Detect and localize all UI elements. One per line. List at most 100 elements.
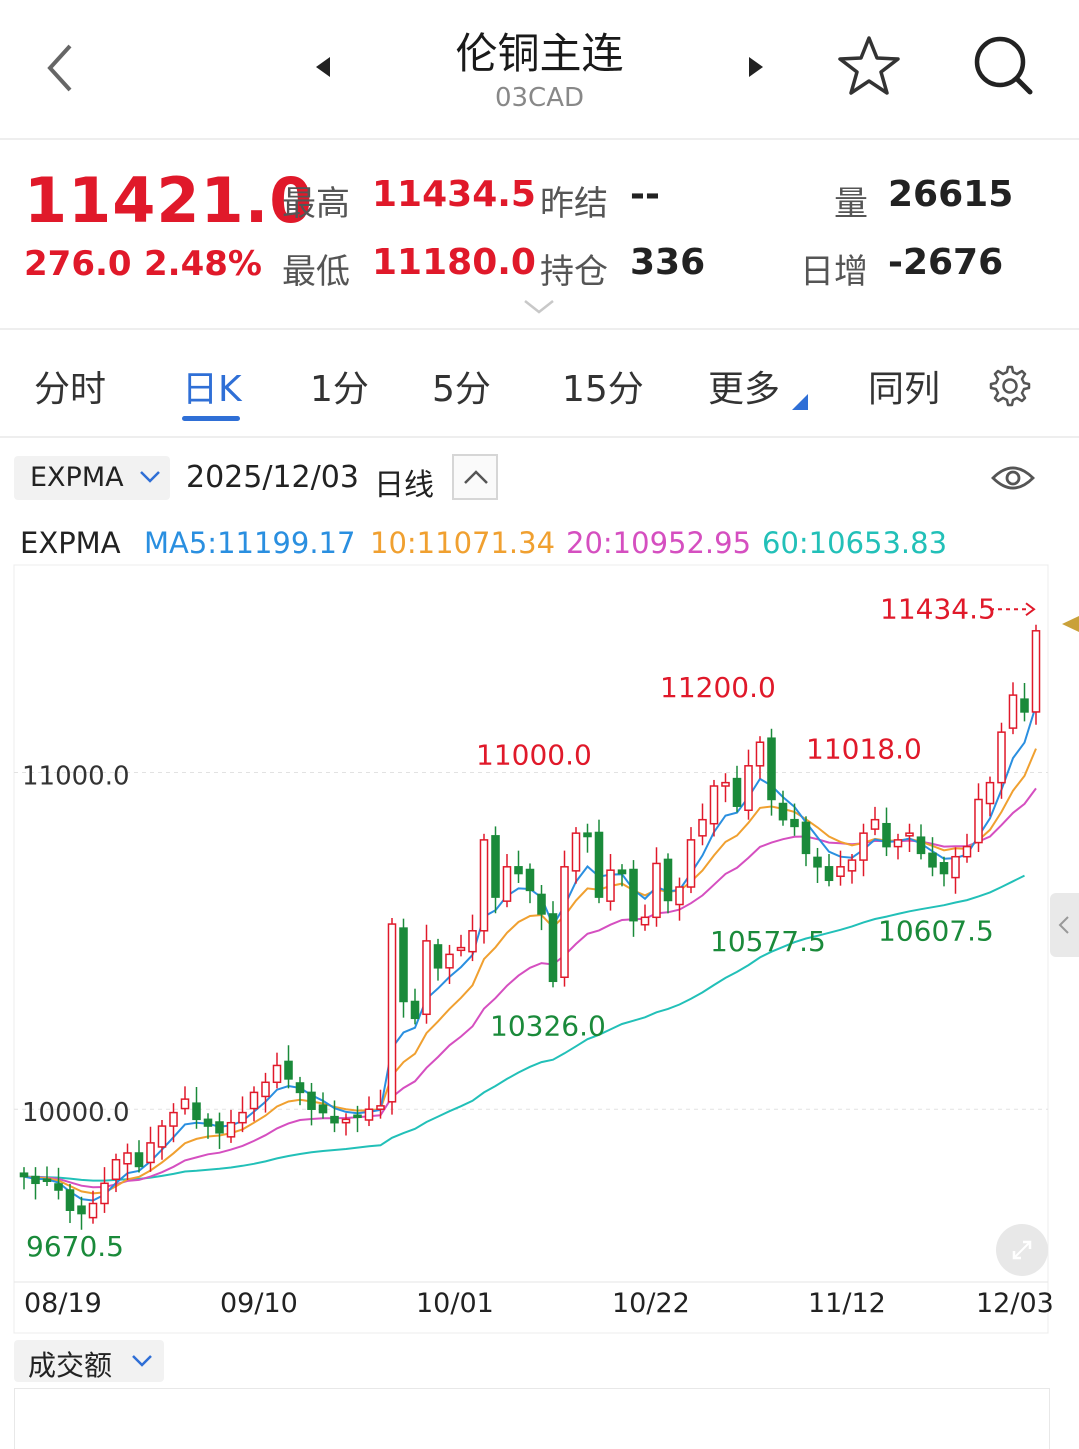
back-arrow-icon[interactable] (40, 40, 80, 96)
candle-body (698, 818, 707, 837)
collapse-button[interactable] (452, 454, 498, 500)
candle-body (525, 868, 535, 892)
tab-5min[interactable]: 5分 (432, 369, 491, 410)
expand-quote-chevron-icon[interactable] (522, 298, 556, 316)
tab-same-row[interactable]: 同列 (868, 369, 941, 410)
prev-triangle-icon[interactable] (314, 55, 334, 79)
high-label: 最高 (282, 184, 350, 224)
candle-body (514, 866, 523, 875)
tab-more[interactable]: 更多 (708, 369, 781, 410)
candle-body (410, 1000, 420, 1020)
candle-body (962, 845, 972, 858)
candle-body (54, 1183, 63, 1191)
candle-body (157, 1125, 167, 1148)
candle-body (801, 821, 811, 855)
candle-body (985, 781, 995, 805)
search-icon[interactable] (972, 34, 1036, 98)
candle-body (847, 859, 857, 872)
candle-body (88, 1202, 98, 1219)
volume-label: 量 (834, 184, 868, 224)
chart-frame (13, 564, 1049, 1334)
eye-icon[interactable] (990, 460, 1036, 496)
star-icon[interactable] (836, 34, 902, 98)
candle-body (1020, 698, 1029, 713)
candle-body (123, 1152, 132, 1165)
candle-body (836, 866, 845, 877)
x-tick-label: 12/03 (976, 1288, 1054, 1319)
candle-body (652, 862, 661, 919)
side-drawer-tab[interactable] (1050, 893, 1079, 957)
candle-body (31, 1175, 40, 1185)
next-triangle-icon[interactable] (745, 55, 765, 79)
candle-body (744, 765, 753, 812)
candlestick-chart[interactable]: 11000.0 10000.0 11434.5 11200.0 11000.0 1101… (0, 564, 1079, 1334)
candle-body (928, 852, 937, 868)
candle-body (456, 946, 466, 952)
candle-body (709, 785, 719, 825)
candle-body (594, 831, 604, 898)
candle-body (778, 802, 788, 821)
legend-ma60: 60:10653.83 (762, 526, 948, 560)
candle-body (261, 1081, 270, 1098)
candle-body (169, 1111, 178, 1127)
candle-body (100, 1182, 109, 1205)
candle-body (882, 822, 891, 848)
period-tabs: 分时 日K 1分 5分 15分 更多 同列 (0, 330, 1079, 438)
candle-body (422, 940, 431, 1016)
candle-body (675, 886, 684, 906)
page-title: 伦铜主连 (455, 29, 624, 78)
price-annotation: 11018.0 (806, 732, 922, 765)
tab-time-share[interactable]: 分时 (34, 369, 107, 410)
candle-body (491, 835, 500, 898)
prev-settle-label: 昨结 (540, 184, 608, 224)
candle-body (905, 832, 914, 837)
legend-ma5: MA5:11199.17 (144, 526, 356, 560)
chevron-down-icon (132, 1355, 152, 1367)
candle-body (870, 818, 880, 830)
candle-body (1008, 694, 1018, 729)
candle-body (813, 856, 822, 868)
candle-body (617, 869, 627, 875)
prev-settle-value: -- (630, 174, 660, 215)
fullscreen-button[interactable] (996, 1224, 1048, 1276)
candle-body (249, 1091, 259, 1110)
x-tick-label: 11/12 (808, 1288, 886, 1319)
candle-body (571, 832, 581, 872)
candle-body (180, 1098, 190, 1110)
tab-1min[interactable]: 1分 (310, 369, 369, 410)
header-bar: 伦铜主连 03CAD (0, 0, 1079, 140)
price-change-pct: 2.48% (144, 244, 262, 284)
indicator-select[interactable]: EXPMA (14, 456, 170, 500)
expand-icon (1012, 1240, 1032, 1260)
candle-body (65, 1189, 75, 1211)
candle-body (560, 866, 569, 978)
candle-body (629, 868, 638, 922)
candle-body (134, 1152, 144, 1168)
volume-indicator-select[interactable]: 成交额 (14, 1340, 164, 1382)
candle-body (468, 930, 477, 953)
candle-body (42, 1178, 52, 1183)
low-value: 11180.0 (372, 242, 536, 283)
candle-body (192, 1102, 201, 1121)
y-tick-label: 11000.0 (22, 762, 130, 792)
more-corner-icon (792, 394, 808, 410)
tab-daily-k[interactable]: 日K (182, 369, 242, 410)
candle-body (330, 1115, 339, 1124)
candle-body (583, 832, 592, 838)
candle-body (376, 1105, 385, 1110)
candle-body (502, 866, 512, 902)
candle-body (974, 798, 983, 844)
candle-body (445, 953, 454, 969)
candle-body (732, 777, 742, 807)
x-tick-label: 10/01 (416, 1288, 494, 1319)
tab-15min[interactable]: 15分 (562, 369, 644, 410)
candle-body (1031, 630, 1041, 713)
candle-body (318, 1104, 328, 1114)
gear-icon[interactable] (988, 364, 1032, 408)
candle-body (859, 832, 868, 861)
volume-panel (14, 1388, 1050, 1449)
candle-body (548, 913, 558, 983)
x-tick-label: 09/10 (220, 1288, 298, 1319)
daily-change-label: 日增 (800, 252, 868, 292)
quote-panel: 11421.0 276.0 2.48% 最高 11434.5 最低 11180.… (0, 140, 1079, 330)
